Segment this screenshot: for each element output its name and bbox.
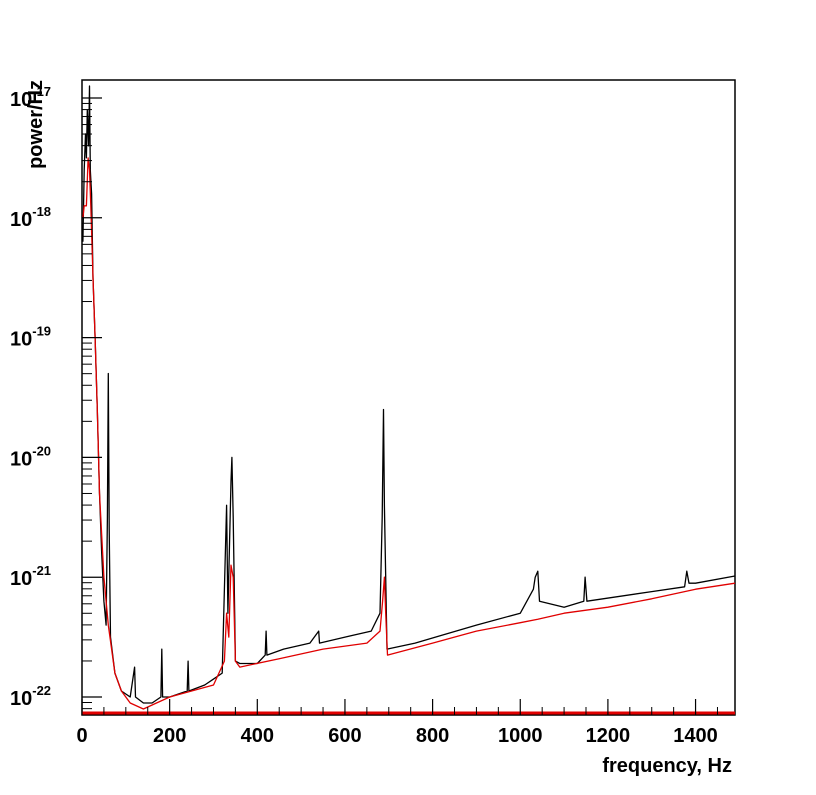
x-tick-label: 400 — [241, 725, 274, 747]
x-axis-title: frequency, Hz — [602, 755, 732, 777]
x-tick-label: 1400 — [673, 725, 718, 747]
x-tick-label: 0 — [76, 725, 87, 747]
y-tick-label: 10-18 — [10, 204, 51, 231]
x-tick-label: 1000 — [498, 725, 543, 747]
y-tick-label: 10-22 — [10, 683, 51, 710]
y-axis-title: power/Hz — [25, 80, 47, 169]
x-tick-label: 1200 — [586, 725, 631, 747]
x-tick-label: 600 — [328, 725, 361, 747]
y-tick-label: 10-19 — [10, 324, 51, 351]
y-tick-label: 10-21 — [10, 563, 51, 590]
x-axis-ticks: 0 200 400 600 800 1000 1200 1400 — [76, 699, 718, 747]
y-tick-label: 10-17 — [10, 84, 51, 111]
series-line-0 — [82, 85, 736, 704]
x-tick-label: 200 — [153, 725, 186, 747]
plot-frame — [81, 79, 736, 716]
series-line-1 — [82, 157, 736, 710]
x-tick-label: 800 — [416, 725, 449, 747]
y-tick-label: 10-20 — [10, 443, 51, 470]
series-layer — [82, 85, 736, 710]
y-axis-ticks: 10-22 10-21 10-20 10-19 10-18 10-17 — [10, 84, 102, 710]
